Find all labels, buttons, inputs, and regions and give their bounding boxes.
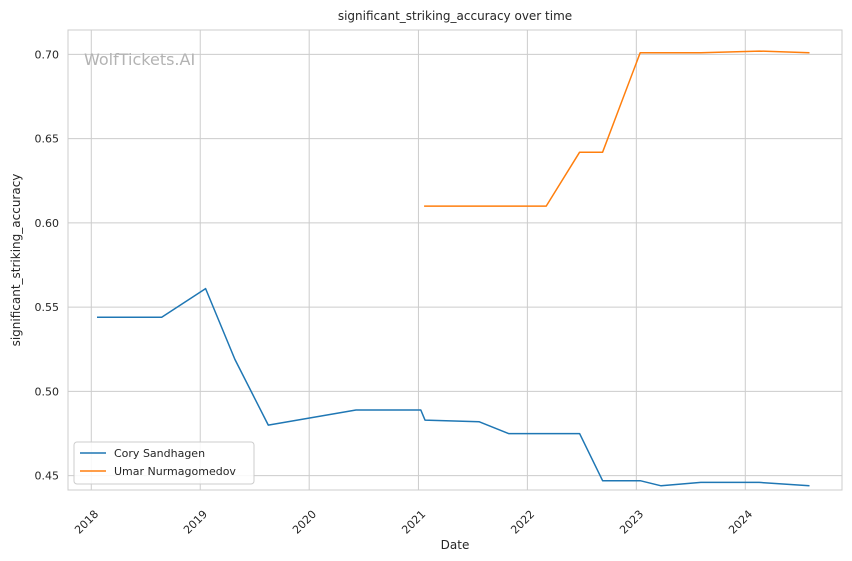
series-line-2 [424, 50, 810, 207]
series-line-1 [97, 287, 810, 487]
y-tick-label: 0.65 [35, 133, 60, 146]
legend-label: Cory Sandhagen [114, 447, 205, 460]
legend-label: Umar Nurmagomedov [114, 465, 236, 478]
series-lines [97, 50, 810, 487]
plot-frame [67, 29, 843, 491]
chart-title: significant_striking_accuracy over time [338, 9, 572, 23]
x-tick-label: 2024 [726, 508, 755, 537]
y-tick-label: 0.70 [35, 48, 60, 61]
x-tick-label: 2019 [181, 508, 210, 537]
y-tick-label: 0.50 [35, 385, 60, 398]
watermark: WolfTickets.AI [84, 50, 195, 69]
grid [68, 30, 842, 490]
x-tick-label: 2023 [617, 508, 646, 537]
x-tick-label: 2020 [290, 508, 319, 537]
y-tick-label: 0.55 [35, 301, 60, 314]
legend-box [73, 441, 255, 485]
x-axis-title: Date [441, 538, 470, 552]
x-tick-label: 2021 [399, 508, 428, 537]
y-tick-label: 0.45 [35, 470, 60, 483]
plot-area [67, 29, 843, 491]
x-tick-label: 2018 [72, 508, 101, 537]
y-axis-title: significant_striking_accuracy [9, 174, 23, 347]
y-tick-label: 0.60 [35, 217, 60, 230]
legend: Cory Sandhagen Umar Nurmagomedov [73, 441, 255, 485]
x-tick-label: 2022 [508, 508, 537, 537]
